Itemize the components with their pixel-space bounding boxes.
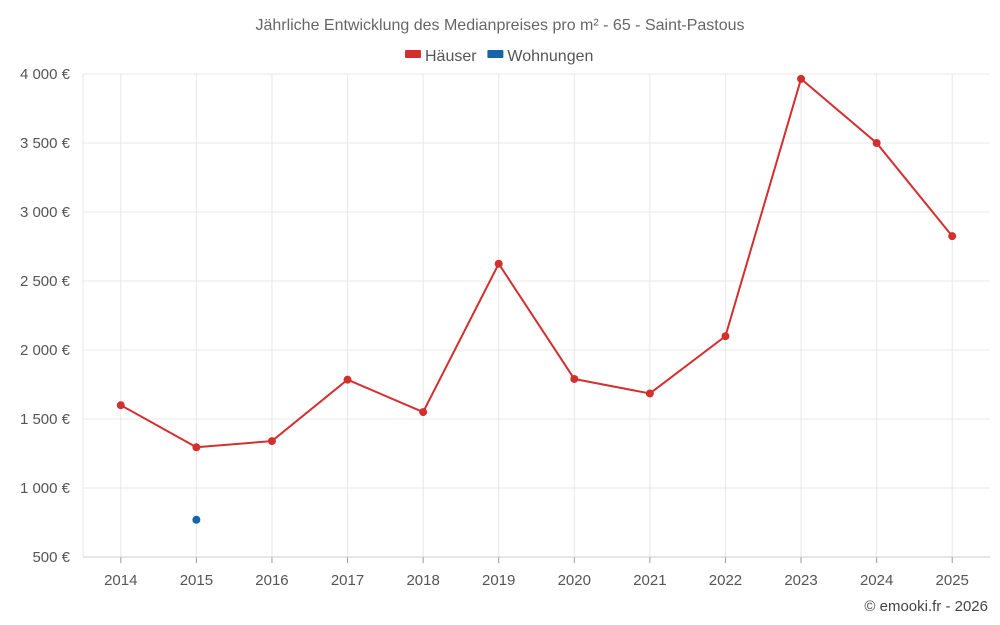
x-tick-label: 2021: [633, 572, 666, 589]
series: [116, 74, 957, 524]
y-tick-label: 500 €: [32, 549, 70, 566]
x-tick-label: 2015: [180, 572, 213, 589]
series-line: [120, 77, 953, 449]
data-point[interactable]: [419, 408, 428, 417]
data-point[interactable]: [343, 375, 352, 384]
y-tick-label: 2 500 €: [20, 273, 71, 290]
data-point[interactable]: [116, 401, 125, 410]
x-tick-label: 2017: [331, 572, 364, 589]
data-point[interactable]: [192, 443, 201, 452]
legend-swatch[interactable]: [487, 50, 504, 58]
x-tick-label: 2014: [104, 572, 137, 589]
x-tick-label: 2025: [936, 572, 969, 589]
legend-swatch[interactable]: [405, 50, 421, 58]
y-tick-label: 4 000 €: [20, 66, 71, 83]
data-point[interactable]: [494, 259, 503, 268]
x-tick-label: 2019: [482, 572, 515, 589]
legend: Häuser Wohnungen: [405, 48, 593, 65]
grid: [83, 73, 990, 558]
legend-label[interactable]: Wohnungen: [507, 48, 593, 65]
data-point[interactable]: [797, 74, 806, 83]
y-tick-label: 3 500 €: [20, 135, 71, 152]
y-tick-label: 1 000 €: [20, 480, 71, 497]
x-tick-label: 2020: [558, 572, 591, 589]
data-point[interactable]: [645, 389, 654, 398]
x-tick-label: 2024: [860, 572, 893, 589]
data-point[interactable]: [267, 437, 276, 446]
y-tick-label: 2 000 €: [20, 342, 71, 359]
credit-text: © emooki.fr - 2026: [864, 598, 988, 615]
axes: 500 € 1 000 € 1 500 € 2 000 € 2 500 € 3 000 €…: [20, 66, 990, 589]
legend-label[interactable]: Häuser: [425, 48, 477, 65]
data-point[interactable]: [948, 232, 957, 241]
data-point[interactable]: [570, 374, 579, 383]
x-tick-label: 2023: [784, 572, 817, 589]
data-point[interactable]: [192, 515, 201, 524]
x-tick-label: 2018: [406, 572, 439, 589]
chart-title: Jährliche Entwicklung des Medianpreises …: [255, 17, 744, 34]
x-tick-label: 2022: [709, 572, 742, 589]
data-point[interactable]: [872, 139, 881, 147]
data-point[interactable]: [721, 332, 730, 341]
x-tick-label: 2016: [255, 572, 288, 589]
y-tick-label: 1 500 €: [20, 411, 71, 428]
y-tick-label: 3 000 €: [20, 204, 71, 221]
